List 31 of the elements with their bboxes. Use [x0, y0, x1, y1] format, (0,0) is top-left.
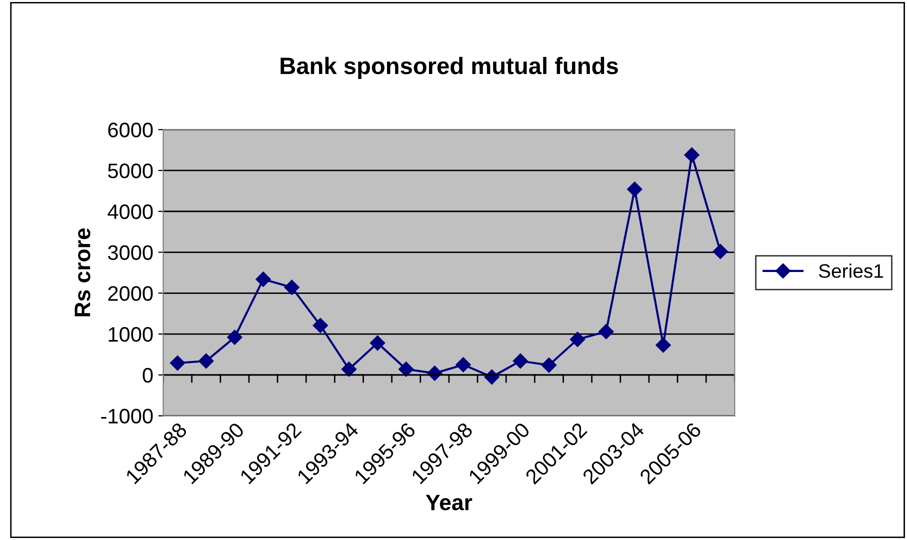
point	[541, 358, 557, 373]
point	[656, 338, 671, 353]
y-tick-label: 5000	[108, 163, 153, 178]
point	[341, 362, 357, 377]
point	[684, 147, 700, 163]
point	[227, 330, 242, 345]
point	[712, 244, 728, 260]
point	[456, 357, 471, 372]
legend-label: Series1	[818, 264, 884, 278]
point	[198, 353, 214, 369]
point	[370, 335, 386, 351]
point	[484, 369, 500, 385]
chart-title: Bank sponsored mutual funds	[280, 56, 618, 79]
y-axis-title: Rs crore	[74, 228, 90, 316]
point	[398, 362, 414, 377]
x-axis-title: Year	[426, 494, 472, 510]
point	[570, 332, 586, 347]
y-tick-label: 3000	[108, 245, 153, 260]
y-tick-label: 0	[142, 368, 153, 383]
point	[627, 182, 642, 197]
y-tick-label: 6000	[108, 122, 153, 138]
point	[170, 355, 186, 371]
point	[598, 324, 614, 340]
point	[312, 318, 328, 334]
y-tick-label: -1000	[101, 408, 153, 424]
point	[512, 353, 528, 369]
y-tick-label: 4000	[108, 204, 153, 220]
y-tick-label: 1000	[108, 327, 153, 342]
point	[256, 272, 271, 287]
y-tick-label: 2000	[108, 286, 153, 301]
point	[284, 280, 300, 295]
